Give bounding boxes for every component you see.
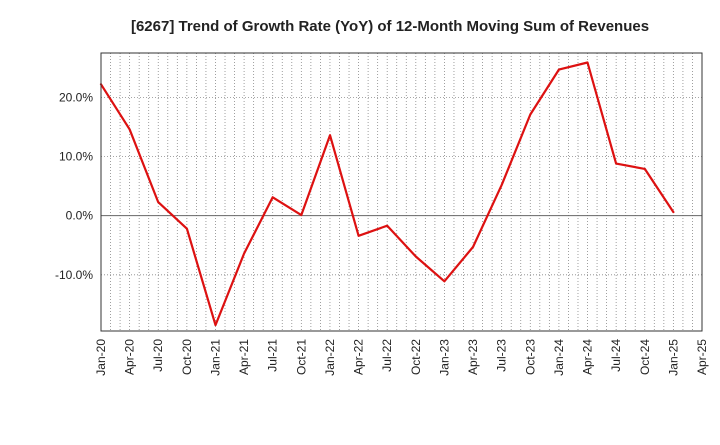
x-tick-label: Apr-25 [695,339,709,375]
grid [101,53,702,331]
x-tick-label: Jan-25 [666,339,680,376]
x-tick-label: Oct-23 [523,339,537,375]
chart-title: [6267] Trend of Growth Rate (YoY) of 12-… [131,18,649,35]
x-tick-label: Oct-21 [294,339,308,375]
x-axis-ticks: Jan-20 Apr-20 Jul-20 Oct-20 Jan-21 Apr-21 Jul-… [94,339,709,376]
x-tick-label: Jul-24 [609,339,623,372]
x-tick-label: Oct-24 [638,339,652,375]
y-tick-label: 10.0% [59,150,93,164]
x-tick-label: Apr-21 [237,339,251,375]
x-tick-label: Oct-22 [409,339,423,375]
x-tick-label: Jul-23 [495,339,509,372]
x-tick-label: Jul-20 [151,339,165,372]
x-tick-label: Apr-23 [466,339,480,375]
x-tick-label: Jan-24 [552,339,566,376]
x-tick-label: Apr-20 [123,339,137,375]
y-axis-ticks: -10.0% 0.0% 10.0% 20.0% [55,90,93,281]
series-layer [99,61,675,327]
x-tick-label: Jan-21 [208,339,222,376]
x-tick-label: Oct-20 [180,339,194,375]
y-tick-label: 0.0% [66,209,94,223]
x-tick-label: Jan-22 [323,339,337,376]
series-line [99,61,675,327]
y-tick-label: -10.0% [55,268,93,282]
x-tick-label: Jan-20 [94,339,108,376]
x-tick-label: Jul-21 [266,339,280,372]
x-tick-label: Apr-24 [581,339,595,375]
y-tick-label: 20.0% [59,90,93,104]
x-tick-label: Jan-23 [437,339,451,376]
x-tick-label: Jul-22 [380,339,394,372]
x-tick-label: Apr-22 [352,339,366,375]
plot-frame [100,52,703,332]
plot-border [100,52,703,332]
